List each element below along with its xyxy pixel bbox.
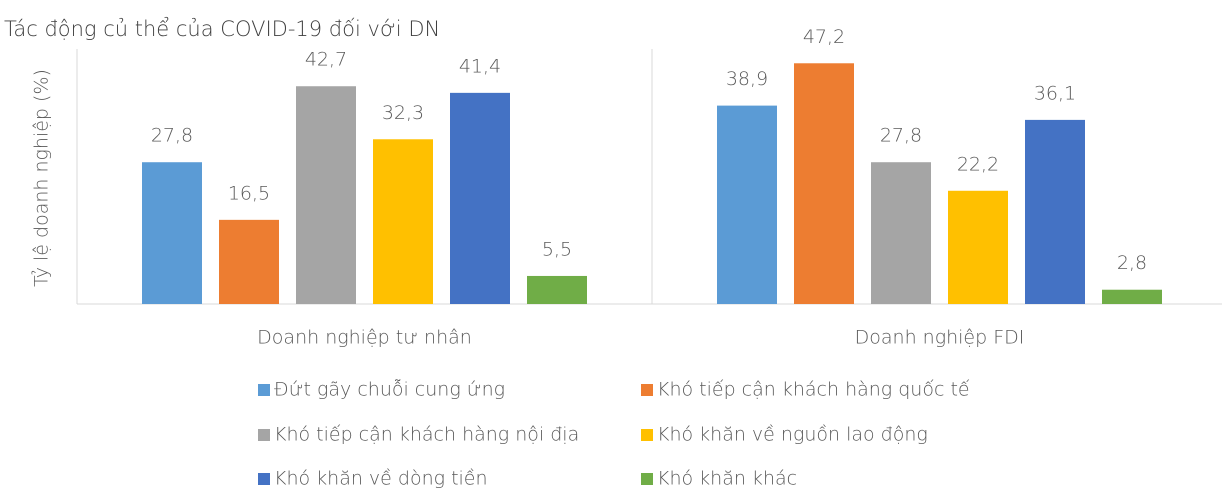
x-tick-label: Doanh nghiệp FDI <box>855 327 1025 349</box>
bar <box>142 162 202 304</box>
x-tick-label: Doanh nghiệp tư nhân <box>257 327 472 349</box>
data-label: 36,1 <box>1034 82 1076 104</box>
legend-swatch <box>641 429 653 441</box>
legend-swatch <box>258 473 270 485</box>
bar <box>871 162 931 304</box>
legend-label: Khó khăn khác <box>657 468 797 490</box>
bar <box>948 190 1008 304</box>
data-label: 27,8 <box>151 125 193 147</box>
bar <box>450 92 510 304</box>
data-label: 27,8 <box>880 125 922 147</box>
y-axis-label: Tỷ lệ doanh nghiệp (%) <box>31 69 53 287</box>
data-label: 38,9 <box>726 68 768 90</box>
legend-swatch <box>641 473 653 485</box>
legend-label: Khó khăn về dòng tiền <box>274 468 488 490</box>
bar <box>717 105 777 304</box>
data-label: 47,2 <box>803 26 845 48</box>
bar <box>1102 289 1162 304</box>
bar <box>527 275 587 304</box>
data-label: 42,7 <box>305 49 347 71</box>
data-label: 32,3 <box>382 102 424 124</box>
legend-label: Khó tiếp cận khách hàng nội địa <box>274 424 579 446</box>
data-label: 2,8 <box>1117 252 1147 274</box>
legend-label: Khó khăn về nguồn lao động <box>657 424 928 446</box>
data-label: 22,2 <box>957 153 999 175</box>
data-label: 5,5 <box>542 238 572 260</box>
legend-swatch <box>641 384 653 396</box>
bar <box>1025 119 1085 304</box>
bar <box>794 63 854 304</box>
chart-title: Tác động củ thể của COVID-19 đối với DN <box>4 16 440 41</box>
data-label: 41,4 <box>459 55 501 77</box>
data-label: 16,5 <box>228 182 270 204</box>
bar <box>219 219 279 304</box>
legend-label: Đứt gãy chuỗi cung ứng <box>274 379 505 401</box>
bar <box>373 139 433 304</box>
legend-label: Khó tiếp cận khách hàng quốc tế <box>657 379 970 401</box>
legend-swatch <box>258 429 270 441</box>
legend-swatch <box>258 384 270 396</box>
bar <box>296 86 356 304</box>
